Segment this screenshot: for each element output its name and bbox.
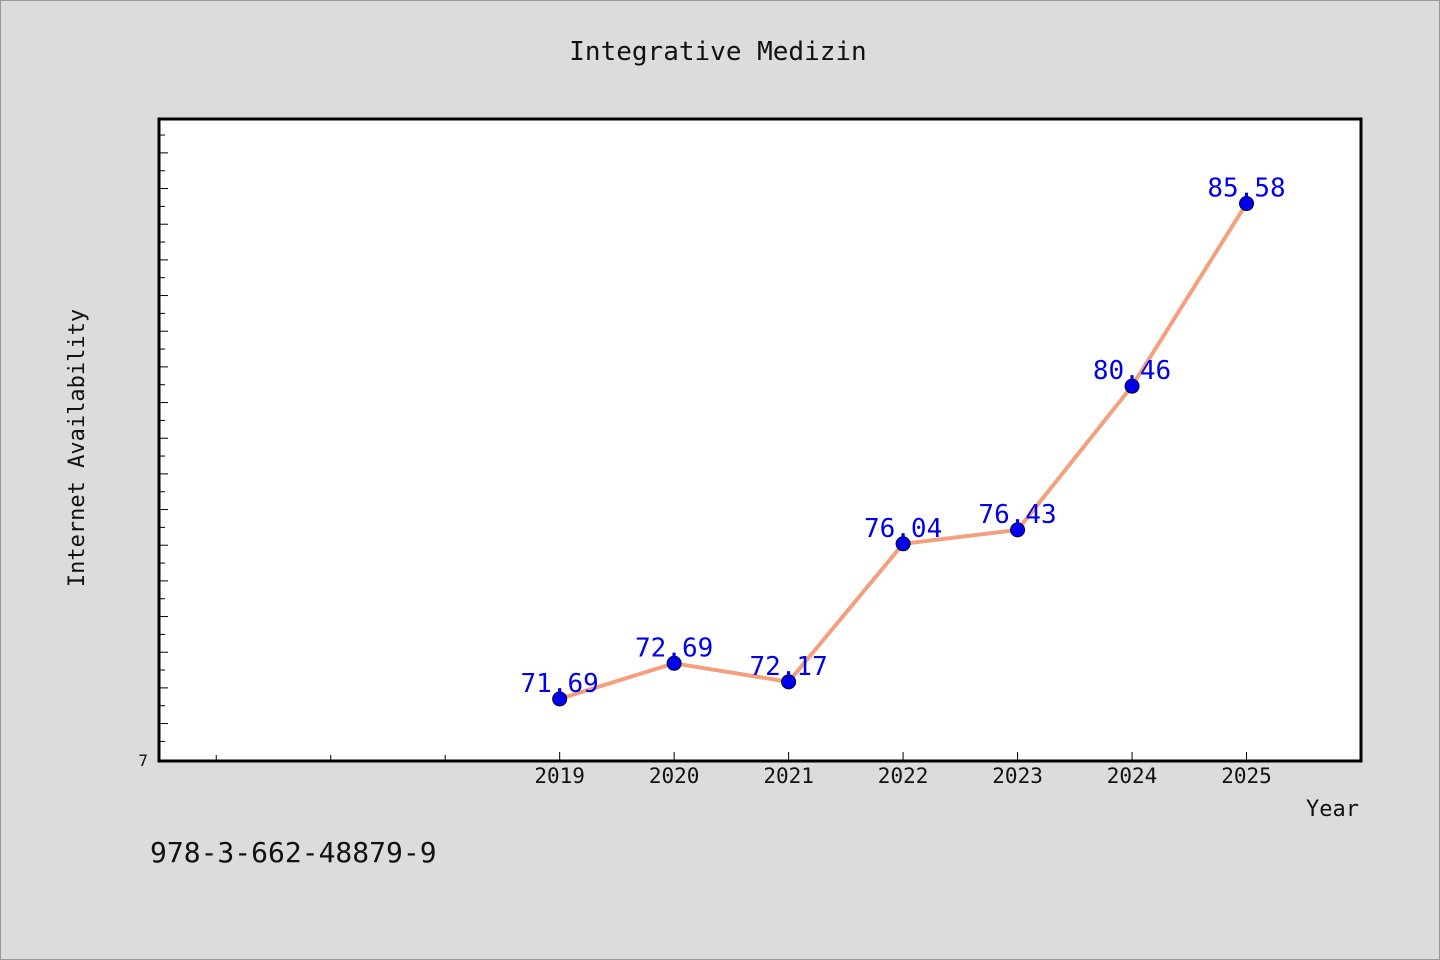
x-tick-label: 2023: [992, 764, 1043, 788]
x-tick-label: 2020: [649, 764, 700, 788]
footer-code: 978-3-662-48879-9: [150, 836, 437, 869]
series-layer: 71.69 72.69 72.17 76.04 76.43 80.46 85.58: [521, 174, 1286, 707]
x-tick-label: 2022: [878, 764, 929, 788]
y-axis-ticks: [159, 134, 168, 742]
data-label: 76.04: [864, 514, 942, 544]
data-point: [1010, 522, 1026, 538]
y-axis-label: Internet Availability: [65, 309, 90, 587]
x-axis-ticks: 2019 2020 2021 2022 2023 2024 2025: [215, 752, 1272, 788]
data-label: 72.69: [635, 633, 713, 663]
plot-area: [157, 117, 1363, 763]
data-label: 71.69: [521, 669, 599, 699]
data-label: 76.43: [978, 500, 1056, 530]
data-point: [895, 536, 911, 552]
data-point: [1239, 196, 1255, 212]
data-point: [781, 674, 797, 690]
x-tick-label: 2024: [1107, 764, 1158, 788]
data-label: 85.58: [1207, 174, 1285, 204]
data-point: [552, 691, 568, 707]
data-label: 80.46: [1093, 356, 1171, 386]
y-tick-label: 7: [138, 751, 148, 770]
x-tick-label: 2019: [534, 764, 585, 788]
data-point: [1124, 378, 1140, 394]
x-tick-label: 2025: [1221, 764, 1272, 788]
chart-title: Integrative Medizin: [569, 37, 866, 67]
data-point: [666, 655, 682, 671]
x-axis-label: Year: [1306, 797, 1359, 822]
x-tick-label: 2021: [763, 764, 814, 788]
data-label: 72.17: [749, 652, 827, 682]
